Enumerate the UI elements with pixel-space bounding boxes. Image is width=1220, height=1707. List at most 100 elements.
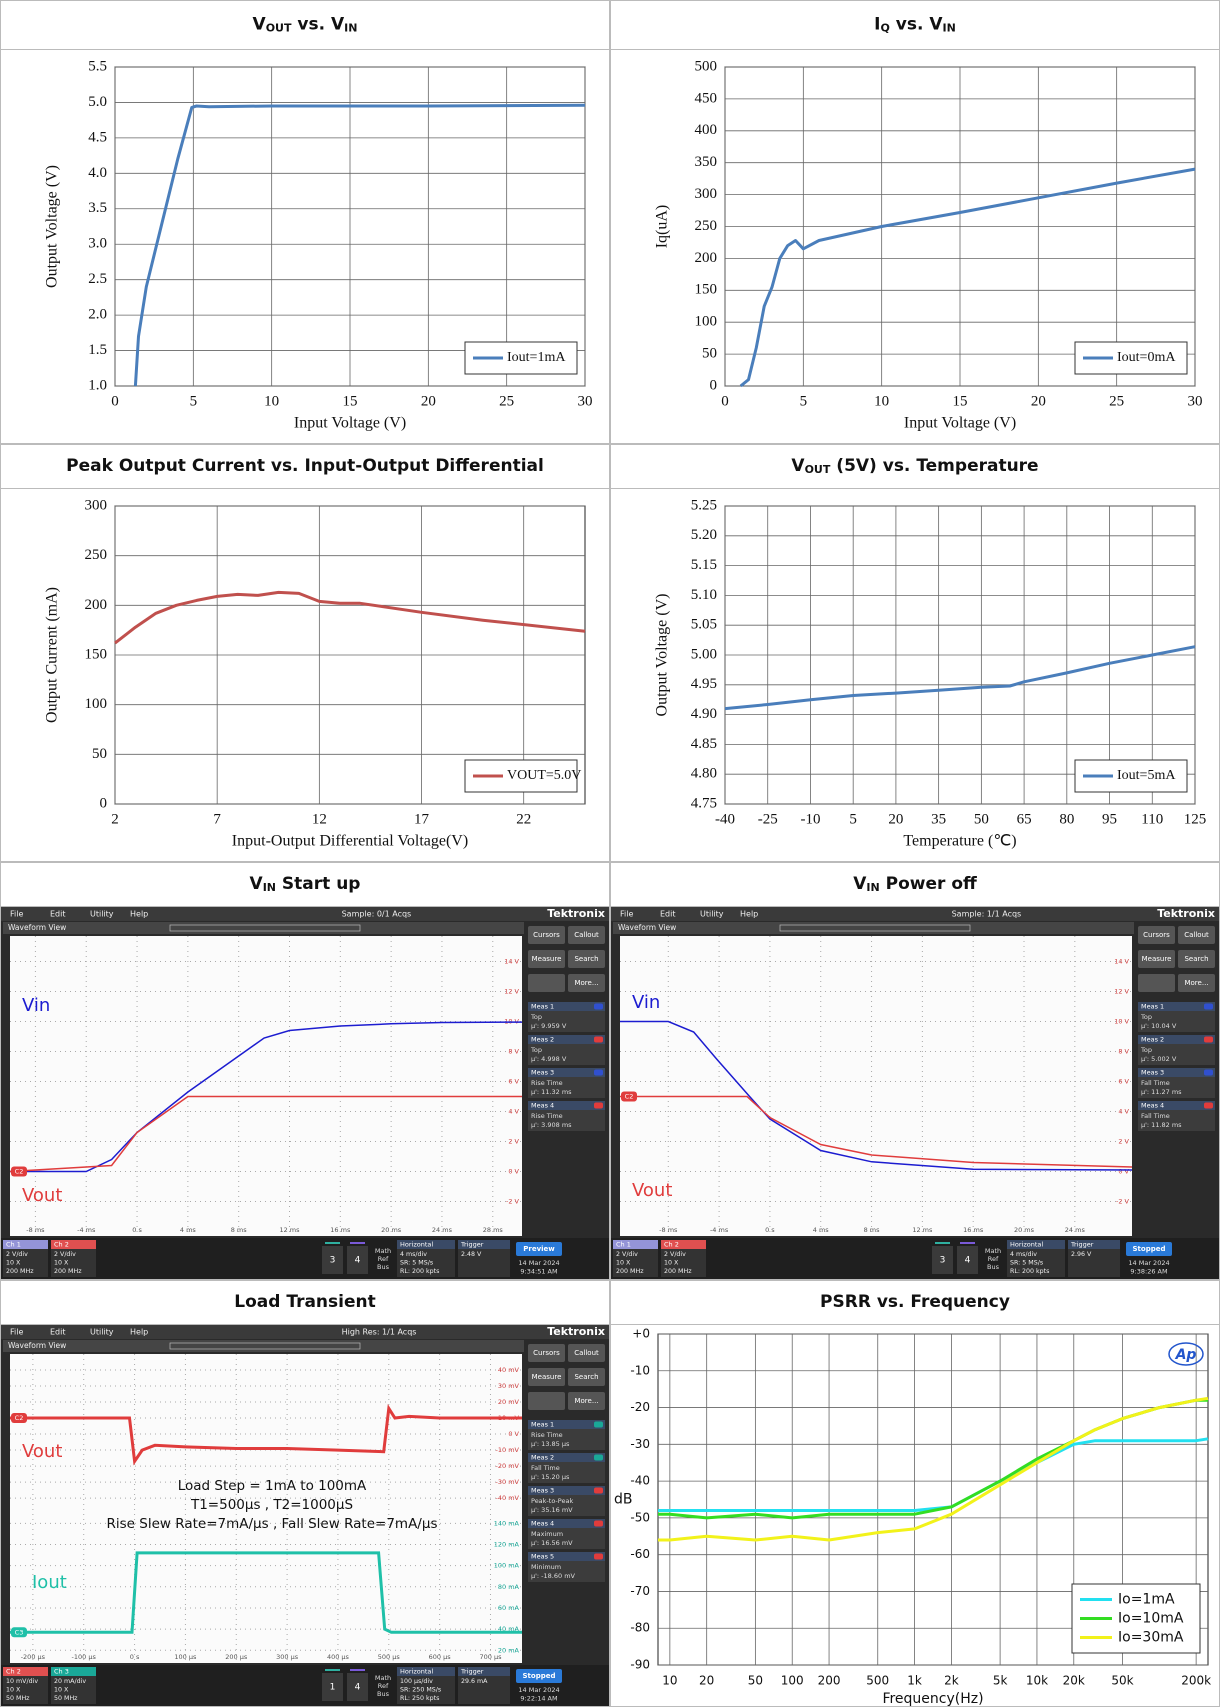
x-tick-label: 20k — [1063, 1674, 1085, 1688]
side-button-label: More... — [574, 979, 598, 987]
meas-line: Top — [1140, 1013, 1152, 1021]
trigger-line: 29.6 mA — [461, 1678, 488, 1685]
meas-line: μ': 16.56 mV — [531, 1539, 573, 1547]
horizontal-line: SR: 5 MS/s — [400, 1260, 433, 1267]
meas-badge — [594, 1554, 603, 1560]
title-part: V — [253, 15, 267, 35]
x-axis-label: Input-Output Differential Voltage(V) — [232, 833, 468, 850]
menu-item: Edit — [50, 1328, 66, 1337]
meas-badge — [594, 1070, 603, 1076]
y-tick-label: 12 V — [1114, 988, 1129, 996]
x-tick-label: 500 µs — [378, 1653, 401, 1661]
y-tick-label: 2.5 — [88, 271, 107, 287]
key-label: 3 — [330, 1256, 336, 1266]
trace-label: Vout — [22, 1441, 62, 1462]
y-tick-label: 3.0 — [88, 236, 107, 252]
x-tick-label: 20 — [699, 1674, 714, 1688]
scope-screenshot: FileEditUtilityHelpSample: 1/1 AcqsTektr… — [611, 907, 1219, 1279]
title-part: vs. V — [890, 15, 943, 35]
x-tick-label: -4 ms — [710, 1226, 729, 1234]
y-tick-label: 5.10 — [691, 587, 717, 603]
side-button-label: Measure — [1142, 955, 1172, 963]
x-tick-label: -4 ms — [77, 1226, 96, 1234]
y-tick-label: 350 — [695, 154, 718, 170]
trigger-line: 2.48 V — [461, 1251, 482, 1258]
x-tick-label: 500 — [866, 1674, 889, 1688]
meas-line: Fall Time — [1141, 1079, 1170, 1087]
meas-badge — [594, 1037, 603, 1043]
x-tick-label: 2k — [944, 1674, 959, 1688]
x-tick-label: 15 — [343, 393, 358, 409]
y-tick-label: 4.5 — [88, 129, 107, 145]
scope-screenshot: FileEditUtilityHelpSample: 0/1 AcqsTektr… — [1, 907, 609, 1279]
menu-item: Help — [130, 1328, 148, 1337]
x-tick-label: 12 ms — [279, 1226, 300, 1234]
x-tick-label: 50 — [974, 811, 989, 827]
y-tick-label: 3.5 — [88, 200, 107, 216]
y-tick-label: 0 V — [508, 1430, 519, 1438]
menu-item: Edit — [50, 910, 66, 919]
acq-status: High Res: 1/1 Acqs — [342, 1328, 417, 1337]
x-tick-label: 20 — [1031, 393, 1046, 409]
x-tick-label: 80 — [1059, 811, 1074, 827]
acq-status: Sample: 0/1 Acqs — [342, 910, 412, 919]
legend-label: Iout=0mA — [1117, 350, 1176, 365]
title-part: Peak Output Current vs. Input-Output Dif… — [66, 456, 544, 476]
channel-line: 20 mA/div — [54, 1678, 86, 1685]
state-label: Preview — [523, 1245, 555, 1253]
meas-name: Meas 1 — [1141, 1003, 1164, 1011]
x-tick-label: 24 ms — [1065, 1226, 1086, 1234]
y-tick-label: -60 — [630, 1547, 650, 1561]
legend-label: Io=10mA — [1118, 1611, 1184, 1627]
meas-line: μ': 5.002 V — [1141, 1055, 1177, 1063]
date-line: 9:34:51 AM — [520, 1268, 557, 1276]
meas-badge — [1204, 1004, 1213, 1010]
acq-status: Sample: 1/1 Acqs — [952, 910, 1022, 919]
channel-line: 2 V/div — [54, 1251, 76, 1258]
y-tick-label: 250 — [695, 218, 718, 234]
y-tick-label: -10 — [630, 1363, 650, 1377]
math-label: Ref — [988, 1255, 999, 1263]
y-tick-label: 5.15 — [691, 557, 717, 573]
horizontal-line: 100 µs/div — [400, 1678, 433, 1685]
x-tick-label: 200 µs — [225, 1653, 248, 1661]
channel-line: 10 X — [54, 1260, 69, 1267]
legend-label: Iout=1mA — [507, 350, 566, 365]
meas-line: Maximum — [531, 1530, 563, 1538]
side-button-label: Search — [1184, 955, 1208, 963]
horizontal-line: RL: 250 kpts — [400, 1695, 439, 1702]
x-tick-label: 0 s — [130, 1653, 140, 1661]
menu-item: Edit — [660, 910, 676, 919]
meas-name: Meas 3 — [531, 1069, 554, 1077]
x-tick-label: -10 — [800, 811, 820, 827]
x-tick-label: 95 — [1102, 811, 1117, 827]
y-tick-label: 10 V — [1114, 1018, 1129, 1026]
math-label: Math — [985, 1247, 1001, 1255]
meas-name: Meas 2 — [1141, 1036, 1164, 1044]
y-tick-label: 5.5 — [88, 58, 107, 74]
meas-line: Rise Time — [531, 1079, 563, 1087]
view-bar — [3, 1340, 524, 1352]
meas-name: Meas 3 — [531, 1487, 554, 1495]
meas-line: μ': 35.16 mV — [531, 1506, 573, 1514]
trace-label: Vout — [632, 1180, 672, 1201]
horizontal-line: 4 ms/div — [1010, 1251, 1037, 1258]
x-tick-label: -100 µs — [72, 1653, 97, 1661]
x-tick-label: 20 ms — [1014, 1226, 1035, 1234]
x-tick-label: 1k — [907, 1674, 922, 1688]
x-tick-label: 2 — [111, 811, 119, 827]
channel-line: 10 mV/div — [6, 1678, 38, 1685]
view-title: Waveform View — [618, 923, 676, 932]
x-tick-label: 12 ms — [912, 1226, 933, 1234]
meas-line: Top — [530, 1046, 542, 1054]
channel-line: 200 MHz — [54, 1268, 82, 1275]
channel-name: Ch 1 — [616, 1241, 631, 1249]
side-button — [1138, 974, 1175, 992]
meas-name: Meas 4 — [531, 1520, 554, 1528]
meas-line: μ': 4.998 V — [531, 1055, 567, 1063]
channel-marker-label: C2 — [15, 1414, 24, 1422]
x-tick-label: 15 — [953, 393, 968, 409]
math-label: Bus — [987, 1263, 1000, 1271]
title-part: Q — [881, 22, 890, 35]
trace-label: Vin — [632, 992, 660, 1013]
